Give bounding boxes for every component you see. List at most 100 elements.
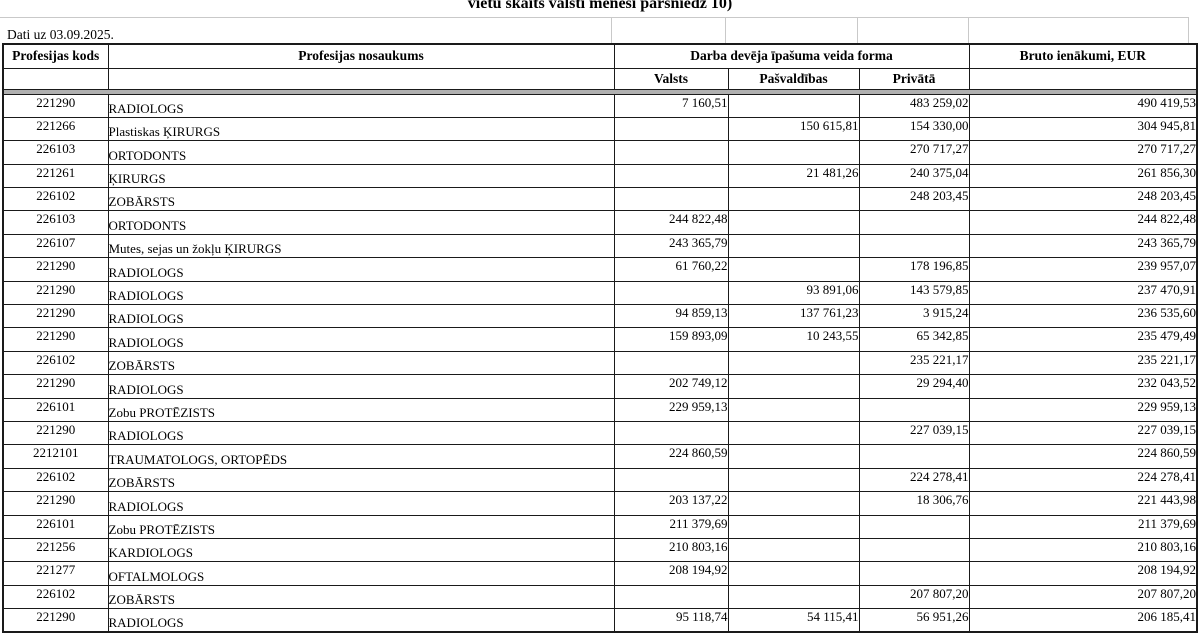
privata-value-cell: 143 579,85 [858, 280, 970, 306]
pasvaldibas-value-cell [727, 93, 860, 118]
bruto-value-cell: 239 957,07 [968, 257, 1198, 282]
valsts-value-cell: 95 118,74 [613, 608, 729, 633]
table-row: 221290 RADIOLOGS 7 160,51 483 259,02 490… [2, 93, 1198, 118]
valsts-value-cell [613, 163, 729, 189]
valsts-value-cell [613, 584, 729, 610]
valsts-value-cell: 7 160,51 [613, 93, 729, 118]
valsts-value-cell: 229 959,13 [613, 397, 729, 422]
clipped-upper-row [0, 17, 1189, 44]
pasvaldibas-value-cell [727, 374, 860, 399]
report-title: vietu skaits valstī mēnesī pārsniedz 10) [467, 0, 733, 12]
pasvaldibas-value-cell: 10 243,55 [727, 327, 860, 352]
pasvaldibas-value-cell [727, 140, 860, 165]
bruto-value-cell: 224 278,41 [968, 467, 1198, 493]
valsts-value-cell [613, 420, 729, 446]
table-row: 221290 RADIOLOGS 61 760,22 178 196,85 23… [2, 257, 1198, 282]
bruto-value-cell: 490 419,53 [968, 93, 1198, 118]
privata-value-cell: 29 294,40 [858, 374, 970, 399]
profession-code-cell: 221290 [2, 280, 109, 306]
privata-value-cell: 248 203,45 [858, 187, 970, 212]
valsts-value-cell [613, 187, 729, 212]
pasvaldibas-value-cell [727, 584, 860, 610]
valsts-value-cell: 244 822,48 [613, 210, 729, 235]
grid-line-vertical [968, 18, 969, 44]
profession-name-cell: OFTALMOLOGS [107, 561, 615, 586]
profession-code-cell: 226103 [2, 140, 109, 165]
privata-value-cell: 65 342,85 [858, 327, 970, 352]
bruto-value-cell: 243 365,79 [968, 233, 1198, 259]
valsts-value-cell [613, 116, 729, 142]
profession-code-cell: 226102 [2, 350, 109, 376]
header-row-main: Profesijas kods Profesijas nosaukums Dar… [2, 43, 1198, 69]
profession-name-cell: TRAUMATOLOGS, ORTOPĒDS [107, 444, 615, 469]
privata-value-cell: 235 221,17 [858, 350, 970, 376]
privata-value-cell: 18 306,76 [858, 491, 970, 516]
table-row: 226107 Mutes, sejas un žokļu ĶIRURGS 243… [2, 233, 1198, 259]
table-row: 221261 ĶIRURGS 21 481,26 240 375,04 261 … [2, 163, 1198, 189]
profession-code-cell: 221290 [2, 257, 109, 282]
profession-name-cell: ZOBĀRSTS [107, 350, 615, 376]
column-header-gross-income: Bruto ienākumi, EUR [968, 43, 1198, 69]
profession-name-cell: ORTODONTS [107, 140, 615, 165]
table-row: 221290 RADIOLOGS 159 893,09 10 243,55 65… [2, 327, 1198, 352]
profession-code-cell: 226101 [2, 514, 109, 539]
pasvaldibas-value-cell [727, 257, 860, 282]
privata-value-cell [858, 444, 970, 469]
empty-header-cell [968, 67, 1198, 90]
profession-code-cell: 221290 [2, 304, 109, 329]
profession-name-cell: RADIOLOGS [107, 257, 615, 282]
pasvaldibas-value-cell: 150 615,81 [727, 116, 860, 142]
empty-header-cell [2, 67, 109, 90]
valsts-value-cell: 203 137,22 [613, 491, 729, 516]
profession-code-cell: 221261 [2, 163, 109, 189]
privata-value-cell [858, 561, 970, 586]
privata-value-cell [858, 537, 970, 563]
grid-line-vertical [725, 18, 726, 44]
pasvaldibas-value-cell [727, 187, 860, 212]
bruto-value-cell: 237 470,91 [968, 280, 1198, 306]
pasvaldibas-value-cell [727, 561, 860, 586]
pasvaldibas-value-cell: 93 891,06 [727, 280, 860, 306]
profession-name-cell: Plastiskas ĶIRURGS [107, 116, 615, 142]
table-row: 221266 Plastiskas ĶIRURGS 150 615,81 154… [2, 116, 1198, 142]
column-header-valsts: Valsts [613, 67, 729, 90]
bruto-value-cell: 235 221,17 [968, 350, 1198, 376]
bruto-value-cell: 248 203,45 [968, 187, 1198, 212]
profession-name-cell: ĶIRURGS [107, 163, 615, 189]
profession-name-cell: Zobu PROTĒZISTS [107, 397, 615, 422]
column-header-ownership-group: Darba devēja īpašuma veida forma [613, 43, 970, 69]
column-header-privata: Privātā [858, 67, 970, 90]
pasvaldibas-value-cell [727, 350, 860, 376]
profession-code-cell: 226103 [2, 210, 109, 235]
profession-name-cell: Zobu PROTĒZISTS [107, 514, 615, 539]
profession-name-cell: RADIOLOGS [107, 280, 615, 306]
profession-code-cell: 221277 [2, 561, 109, 586]
bruto-value-cell: 232 043,52 [968, 374, 1198, 399]
profession-name-cell: ZOBĀRSTS [107, 467, 615, 493]
table-row: 226101 Zobu PROTĒZISTS 229 959,13 229 95… [2, 397, 1198, 422]
bruto-value-cell: 261 856,30 [968, 163, 1198, 189]
privata-value-cell: 207 807,20 [858, 584, 970, 610]
privata-value-cell: 154 330,00 [858, 116, 970, 142]
profession-code-cell: 226102 [2, 584, 109, 610]
pasvaldibas-value-cell [727, 514, 860, 539]
table-row: 2212101 TRAUMATOLOGS, ORTOPĒDS 224 860,5… [2, 444, 1198, 469]
privata-value-cell: 56 951,26 [858, 608, 970, 633]
table-row: 221290 RADIOLOGS 227 039,15 227 039,15 [2, 420, 1198, 446]
bruto-value-cell: 224 860,59 [968, 444, 1198, 469]
profession-code-cell: 221290 [2, 374, 109, 399]
valsts-value-cell [613, 280, 729, 306]
profession-name-cell: RADIOLOGS [107, 304, 615, 329]
profession-code-cell: 221290 [2, 93, 109, 118]
privata-value-cell: 224 278,41 [858, 467, 970, 493]
valsts-value-cell: 224 860,59 [613, 444, 729, 469]
empty-header-cell [107, 67, 615, 90]
income-table: Profesijas kods Profesijas nosaukums Dar… [2, 43, 1199, 633]
bruto-value-cell: 235 479,49 [968, 327, 1198, 352]
profession-code-cell: 221290 [2, 491, 109, 516]
profession-name-cell: KARDIOLOGS [107, 537, 615, 563]
privata-value-cell: 178 196,85 [858, 257, 970, 282]
privata-value-cell: 227 039,15 [858, 420, 970, 446]
profession-code-cell: 221290 [2, 327, 109, 352]
profession-code-cell: 226107 [2, 233, 109, 259]
